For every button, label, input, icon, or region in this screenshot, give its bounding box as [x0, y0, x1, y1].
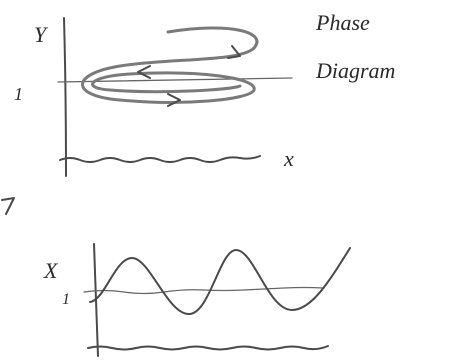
sketch: Y 1 x Phase Diagram X 1 — [0, 0, 454, 360]
time-series: X 1 — [43, 244, 350, 356]
phase-diagram: Y 1 x Phase Diagram — [14, 10, 395, 176]
title-line: Phase — [315, 10, 370, 35]
y-axis-label: X — [43, 258, 59, 283]
oscillation — [90, 248, 350, 314]
stray-mark — [2, 198, 14, 214]
x-axis — [88, 346, 328, 350]
y-axis — [64, 18, 66, 176]
tick-label: 1 — [62, 291, 70, 308]
orbit — [83, 28, 257, 102]
title-line: Diagram — [315, 58, 395, 83]
y-axis-label: Y — [34, 22, 49, 47]
reference-line — [84, 288, 324, 294]
page: Y 1 x Phase Diagram X 1 (() => { const d… — [0, 0, 454, 360]
tick-label: 1 — [14, 84, 23, 104]
x-axis — [60, 156, 260, 162]
x-axis-label: x — [283, 146, 294, 171]
arrow-right — [168, 94, 180, 106]
